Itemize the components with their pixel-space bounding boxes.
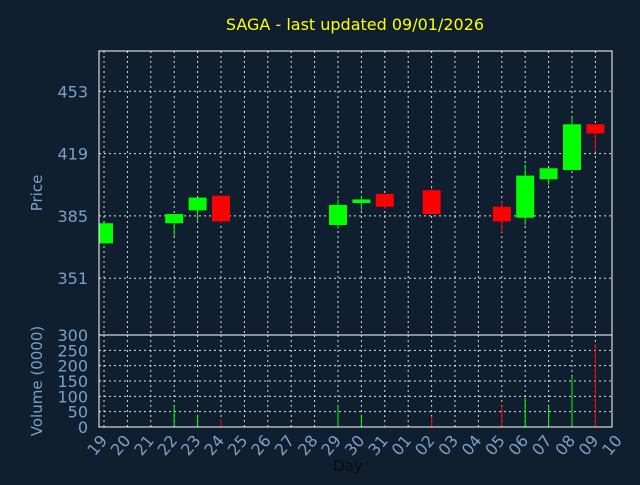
x-tick-label: 24 [200, 431, 228, 459]
volume-tick-label: 100 [57, 387, 88, 406]
volume-panel-frame [98, 334, 613, 428]
candle-body [375, 193, 394, 207]
candle-body [563, 124, 581, 171]
candles [99, 116, 605, 244]
volume-bars [173, 344, 596, 427]
price-axis-label: Price [28, 175, 46, 212]
x-tick-label: 25 [224, 431, 252, 459]
candle-body [539, 168, 558, 180]
x-tick-label: 04 [458, 431, 486, 459]
x-tick-label: 26 [247, 431, 275, 459]
volume-tick-label: 300 [57, 326, 88, 345]
x-tick-label: 22 [154, 431, 182, 459]
x-tick-label: 06 [505, 431, 533, 459]
volume-tick-label: 200 [57, 357, 88, 376]
price-tick-label: 419 [57, 145, 88, 164]
x-tick-label: 03 [434, 431, 462, 459]
x-tick-label: 30 [341, 431, 369, 459]
x-axis-label: Day [333, 457, 363, 475]
x-tick-label: 20 [107, 431, 135, 459]
candle-body [586, 124, 605, 134]
candle-body [212, 195, 230, 222]
x-tick-label: 29 [317, 431, 345, 459]
x-tick-label: 08 [551, 431, 579, 459]
candle-body [165, 214, 184, 224]
price-tick-label: 351 [57, 269, 88, 288]
candle-body [329, 204, 347, 226]
day-axis-ticks: 1920212223242526272829303101020304050607… [83, 431, 625, 459]
candle-body [492, 206, 511, 222]
volume-axis-label: Volume (0000) [28, 326, 46, 436]
price-panel-grid [99, 51, 612, 335]
price-axis-ticks: 351 385 419 453 [57, 82, 88, 288]
x-tick-label: 23 [177, 431, 205, 459]
candle-body [99, 223, 113, 244]
volume-tick-label: 250 [57, 341, 88, 360]
volume-panel-grid [99, 335, 612, 427]
x-tick-label: 27 [271, 431, 299, 459]
x-tick-label: 09 [575, 431, 603, 459]
x-tick-label: 31 [364, 431, 392, 459]
chart-title: SAGA - last updated 09/01/2026 [226, 15, 484, 34]
x-tick-label: 01 [388, 431, 416, 459]
x-tick-label: 02 [411, 431, 439, 459]
volume-tick-label: 150 [57, 372, 88, 391]
candle-body [422, 190, 441, 215]
candle-body [352, 199, 371, 204]
x-tick-label: 10 [598, 431, 626, 459]
price-tick-label: 453 [57, 82, 88, 101]
volume-tick-label: 0 [78, 418, 88, 437]
x-tick-label: 05 [481, 431, 509, 459]
price-tick-label: 385 [57, 207, 88, 226]
price-panel-frame [98, 50, 613, 336]
candle-body [188, 197, 207, 211]
x-tick-label: 07 [528, 431, 556, 459]
volume-tick-label: 50 [68, 403, 88, 422]
candle-body [516, 175, 535, 218]
x-tick-label: 28 [294, 431, 322, 459]
x-tick-label: 21 [130, 431, 158, 459]
